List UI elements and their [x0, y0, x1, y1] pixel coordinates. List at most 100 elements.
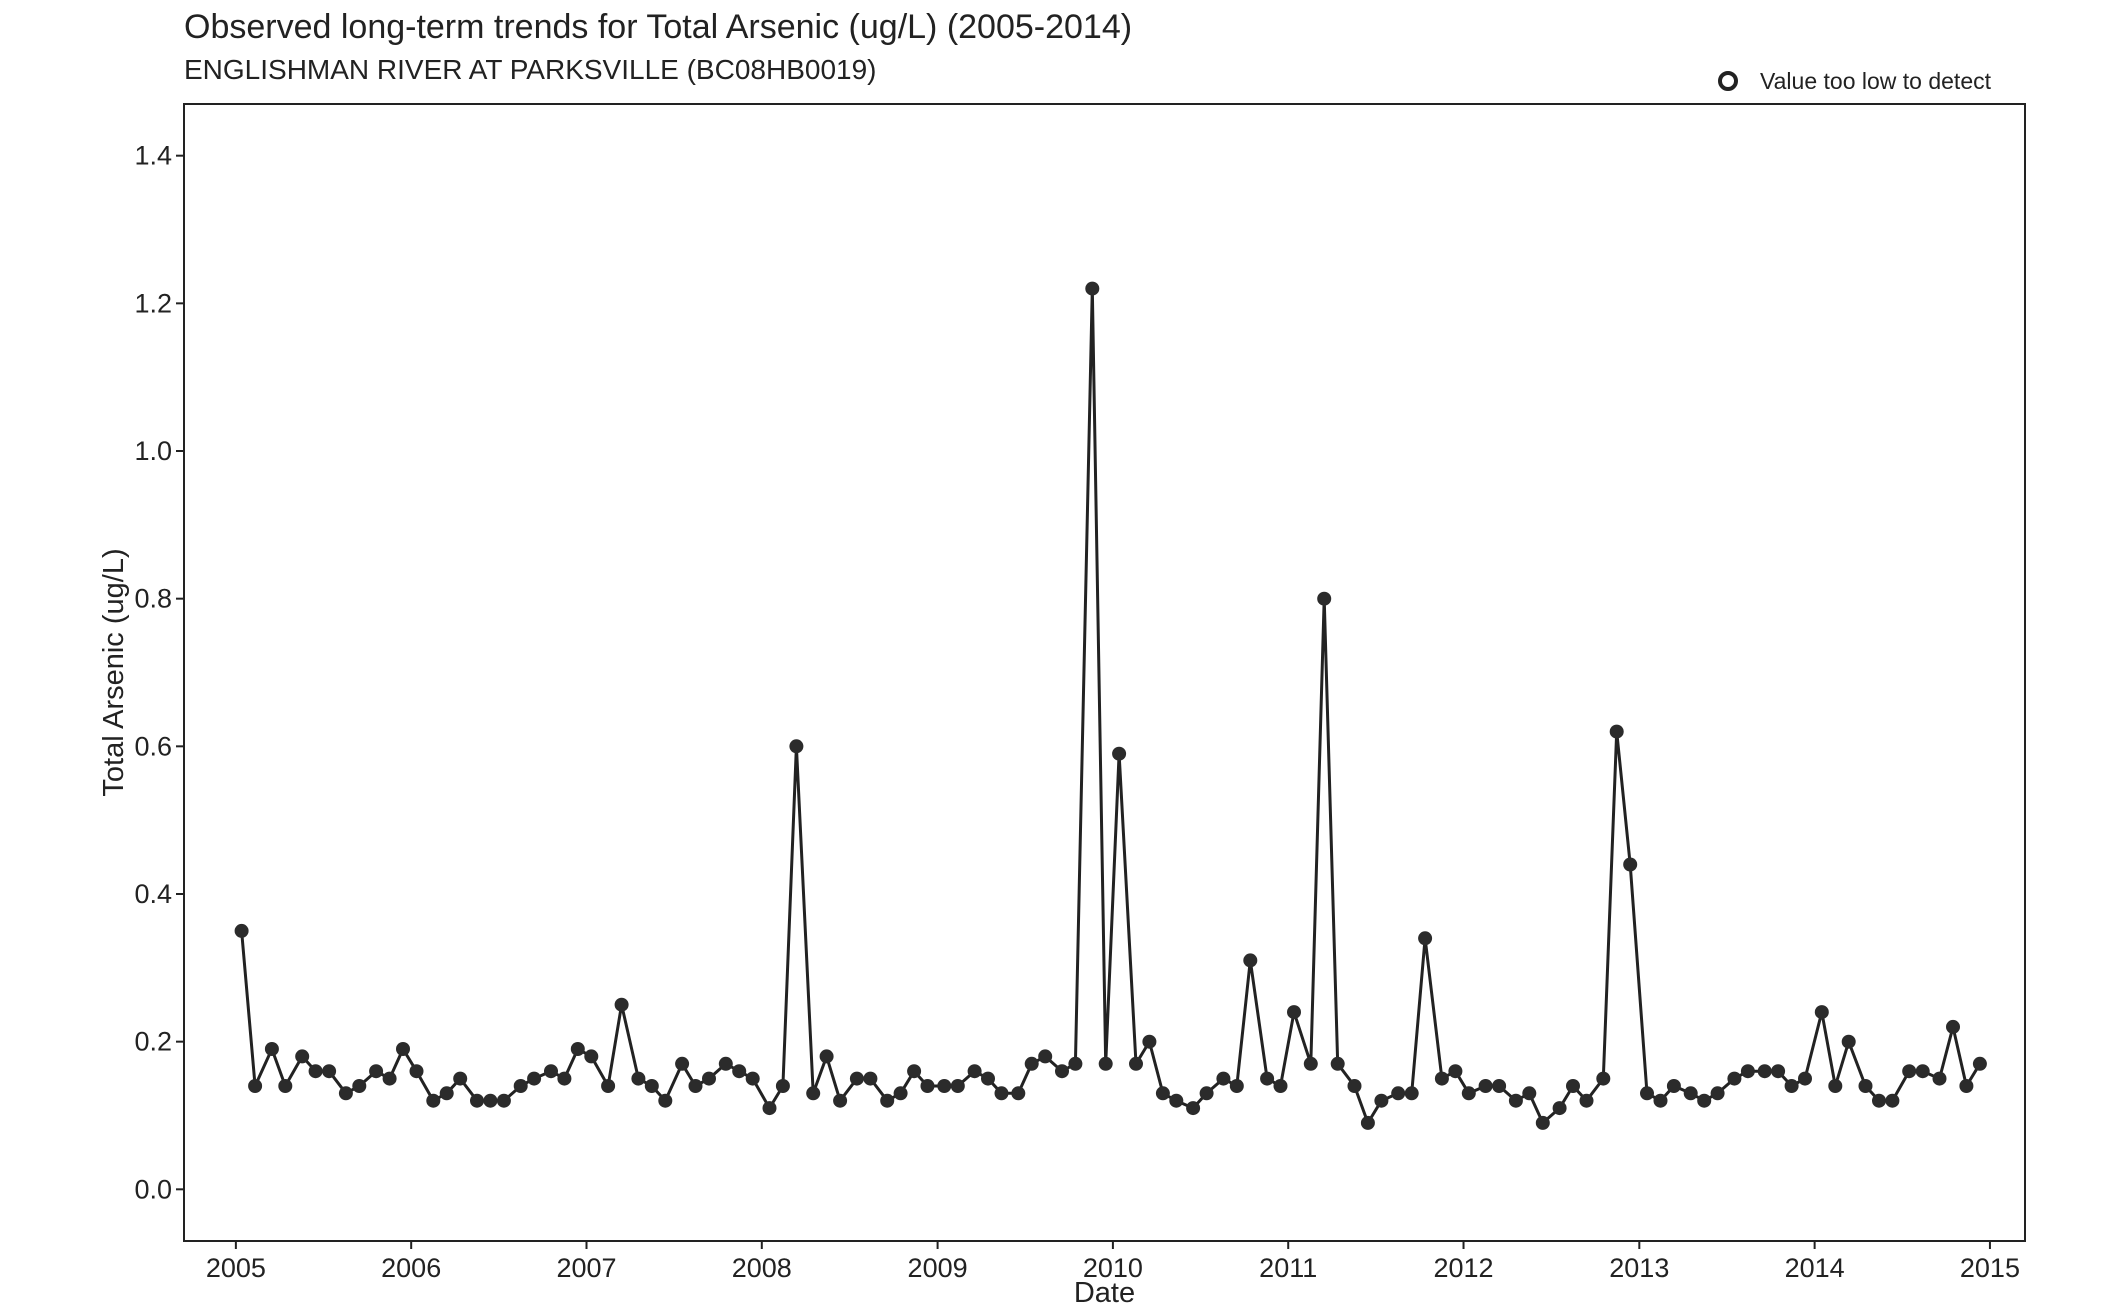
data-point	[1024, 1056, 1039, 1071]
data-point	[1932, 1071, 1947, 1086]
data-point	[352, 1079, 367, 1093]
data-point	[1697, 1093, 1712, 1108]
chart-subtitle: ENGLISHMAN RIVER AT PARKSVILLE (BC08HB00…	[184, 54, 877, 85]
data-point	[950, 1079, 965, 1093]
data-point	[967, 1064, 982, 1079]
data-point	[322, 1064, 337, 1079]
data-point	[1287, 1005, 1301, 1020]
data-point	[1522, 1086, 1537, 1101]
data-point	[453, 1071, 468, 1086]
data-point	[278, 1079, 293, 1093]
plot-panel	[183, 103, 2026, 1242]
x-axis-label: Date	[1074, 1277, 1135, 1309]
data-point	[234, 923, 249, 938]
data-point	[1784, 1079, 1799, 1093]
chart-title: Observed long-term trends for Total Arse…	[184, 8, 1133, 46]
data-point	[1243, 953, 1258, 968]
data-point	[1155, 1086, 1170, 1101]
data-point	[1478, 1079, 1493, 1093]
x-tick-label: 2011	[1259, 1253, 1317, 1283]
data-point	[1317, 591, 1332, 606]
data-point	[1418, 931, 1433, 946]
data-point	[920, 1079, 935, 1093]
data-point	[775, 1079, 790, 1093]
data-point	[1798, 1071, 1812, 1086]
data-point	[658, 1093, 673, 1108]
data-point	[544, 1064, 558, 1079]
data-point	[762, 1101, 777, 1116]
data-point	[1169, 1093, 1184, 1108]
data-point	[1112, 746, 1127, 761]
open-circle-icon	[1718, 71, 1738, 91]
legend-label: Value too low to detect	[1760, 67, 1991, 94]
data-point	[1885, 1093, 1900, 1108]
data-point	[426, 1093, 441, 1108]
data-point	[833, 1093, 848, 1108]
data-point	[1068, 1056, 1083, 1071]
x-tick-label: 2014	[1785, 1253, 1845, 1283]
y-tick-label: 1.4	[134, 141, 172, 171]
data-point	[1535, 1115, 1550, 1130]
data-point	[1609, 724, 1624, 739]
data-point	[1710, 1086, 1725, 1101]
y-tick-label: 0.4	[134, 879, 172, 909]
data-point	[1448, 1064, 1463, 1079]
data-point	[439, 1086, 454, 1101]
data-point	[295, 1049, 310, 1064]
data-point	[382, 1071, 397, 1086]
y-axis-label: Total Arsenic (ug/L)	[98, 548, 130, 796]
data-point	[1404, 1086, 1419, 1101]
data-point	[789, 739, 804, 754]
series-line	[240, 287, 1982, 1125]
data-point	[396, 1042, 410, 1056]
data-point	[981, 1071, 995, 1086]
data-point	[557, 1071, 572, 1086]
data-point	[1273, 1079, 1288, 1093]
data-point	[470, 1093, 484, 1108]
data-point	[1038, 1049, 1053, 1064]
data-point	[849, 1071, 864, 1086]
data-point	[1229, 1079, 1244, 1093]
data-point	[1434, 1071, 1449, 1086]
data-point	[1740, 1064, 1755, 1079]
data-point	[718, 1056, 733, 1071]
data-point	[614, 997, 629, 1012]
data-point	[1959, 1079, 1974, 1093]
y-tick-label: 0.0	[134, 1174, 172, 1204]
data-point	[409, 1064, 424, 1079]
data-point	[1391, 1086, 1406, 1101]
x-tick-label: 2005	[206, 1253, 266, 1283]
legend: Value too low to detect	[1718, 66, 1991, 96]
data-point	[994, 1086, 1009, 1101]
data-point	[369, 1064, 384, 1079]
x-tick-label: 2009	[908, 1253, 968, 1283]
data-point	[1579, 1093, 1594, 1108]
data-point	[1055, 1064, 1069, 1079]
data-point	[1085, 281, 1100, 296]
data-point	[248, 1079, 263, 1093]
x-tick-label: 2012	[1433, 1253, 1493, 1283]
x-tick-label: 2008	[732, 1253, 792, 1283]
data-point	[1374, 1093, 1389, 1108]
data-point	[1461, 1086, 1476, 1101]
data-point	[1666, 1079, 1681, 1093]
data-point	[1640, 1086, 1654, 1101]
y-tick-label: 0.2	[134, 1027, 172, 1057]
x-tick-label: 2015	[1960, 1253, 2020, 1283]
data-point	[1623, 857, 1638, 872]
data-point	[1858, 1079, 1873, 1093]
data-point	[570, 1042, 585, 1056]
data-point	[631, 1071, 646, 1086]
data-point	[1129, 1056, 1143, 1071]
data-point	[1098, 1056, 1113, 1071]
data-point	[819, 1049, 834, 1064]
data-point	[688, 1079, 703, 1093]
data-point	[1596, 1071, 1611, 1086]
data-point	[863, 1071, 878, 1086]
x-tick-label: 2006	[381, 1253, 441, 1283]
data-point	[702, 1071, 716, 1086]
data-point	[1508, 1093, 1523, 1108]
y-tick-label: 1.2	[134, 288, 172, 318]
data-point	[264, 1042, 279, 1056]
